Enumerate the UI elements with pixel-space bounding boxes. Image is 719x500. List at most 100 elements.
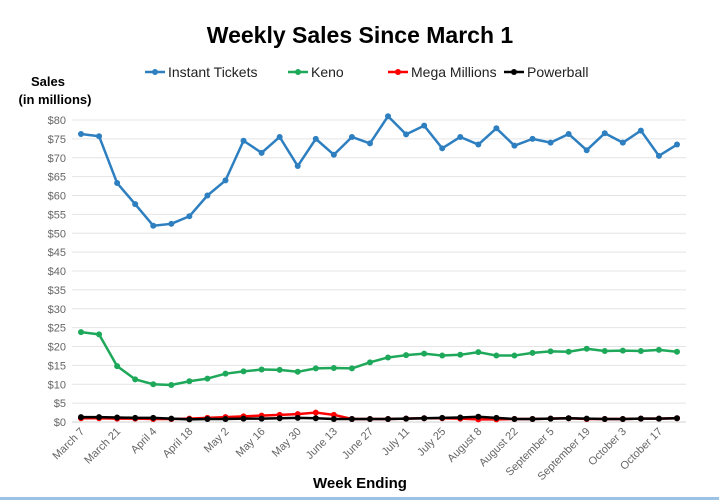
data-point [601,130,608,137]
x-tick-label: May 30 [270,426,304,460]
data-point [637,415,644,422]
data-point [547,415,554,422]
data-point [439,352,446,359]
data-point [294,414,301,421]
data-point [258,149,265,156]
data-point [168,382,175,389]
data-point [186,416,193,423]
data-point [348,133,355,140]
y-tick-label: $0 [54,417,66,429]
y-axis-label-line2: (in millions) [19,92,92,107]
chart-title: Weekly Sales Since March 1 [207,22,514,48]
x-tick-label: July 11 [380,426,413,459]
data-point [96,414,103,421]
data-point [294,163,301,170]
data-point [511,415,518,422]
x-tick-label: May 2 [202,426,232,456]
data-point [583,147,590,154]
x-tick-label: July 25 [415,426,448,459]
legend-label: Mega Millions [411,64,497,80]
data-point [439,145,446,152]
data-point [222,415,229,422]
data-point [655,346,662,353]
y-tick-label: $35 [48,285,66,297]
legend-marker-icon [295,69,301,75]
data-point [619,347,626,354]
data-point [240,137,247,144]
data-point [96,331,103,338]
data-point [312,135,319,142]
data-point [421,122,428,129]
data-point [655,415,662,422]
data-point [132,376,139,383]
data-point [150,222,157,229]
data-point [294,368,301,375]
data-point [421,415,428,422]
y-tick-label: $15 [48,360,66,372]
data-point [78,414,84,421]
data-point [511,142,518,149]
y-tick-label: $25 [48,323,66,335]
data-point [457,414,464,421]
data-point [601,415,608,422]
data-point [222,177,229,184]
data-point [276,415,283,422]
data-point [619,415,626,422]
series-keno [78,329,680,389]
data-point [457,133,464,140]
data-point [674,348,680,355]
data-point [493,352,500,359]
data-point [457,351,464,358]
data-point [258,415,265,422]
data-point [312,415,319,422]
data-point [475,413,482,420]
data-point [96,133,103,140]
data-point [114,180,121,187]
data-point [114,414,121,421]
y-tick-label: $30 [48,304,66,316]
data-point [204,375,211,382]
data-point [186,213,193,220]
data-point [330,151,337,158]
legend-label: Keno [311,64,344,80]
data-point [168,415,175,422]
legend-item: Keno [288,64,344,80]
data-point [565,415,572,422]
data-point [276,133,283,140]
legend-item: Mega Millions [388,64,497,80]
data-point [78,329,84,336]
data-point [258,366,265,373]
legend-label: Instant Tickets [168,64,257,80]
data-point [655,152,662,159]
data-point [330,411,337,418]
series-line [80,114,678,227]
x-tick-label: March 7 [51,426,88,463]
data-point [366,140,373,147]
data-point [511,352,518,359]
y-tick-label: $80 [48,115,66,127]
x-tick-label: June 13 [304,426,340,462]
data-point [366,359,373,366]
y-tick-label: $55 [48,209,66,221]
x-tick-label: April 18 [161,426,196,461]
data-point [637,348,644,355]
data-point [385,415,392,422]
legend-item: Powerball [504,64,588,80]
data-point [529,349,536,356]
data-point [421,350,428,357]
y-tick-label: $45 [48,247,66,259]
data-point [439,414,446,421]
series-mega-millions [78,409,680,423]
data-point [493,414,500,421]
data-point [475,141,482,148]
data-point [114,363,121,370]
y-tick-label: $5 [54,398,66,410]
y-tick-label: $70 [48,153,66,165]
y-axis-label-line1: Sales [31,74,65,89]
series-powerball [78,413,680,423]
data-point [583,345,590,352]
data-point [601,348,608,355]
data-point [240,368,247,375]
